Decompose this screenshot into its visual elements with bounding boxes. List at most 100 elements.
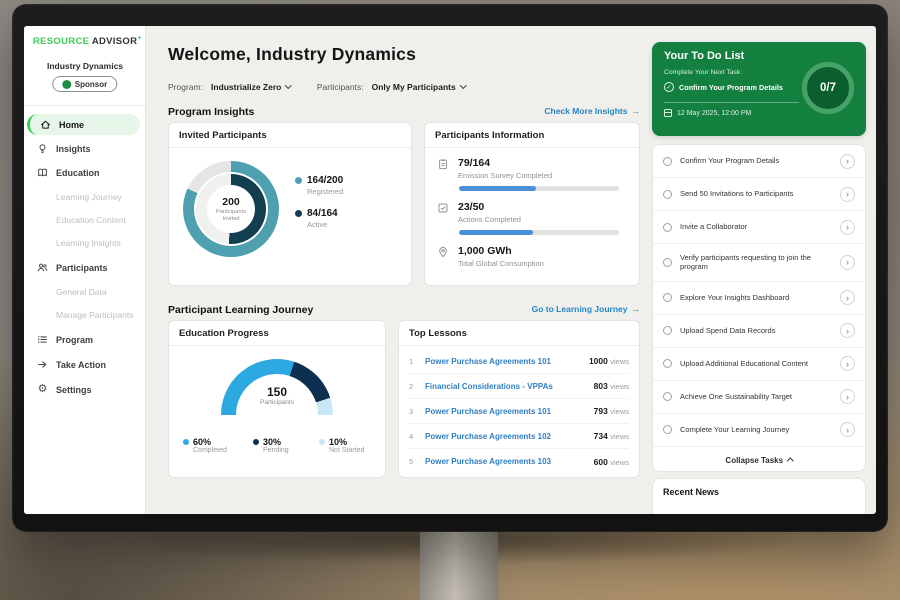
todo-title: Your To Do List [664, 50, 745, 62]
chevron-right-icon[interactable]: › [840, 219, 855, 235]
actions-progress-bar [459, 230, 619, 235]
lesson-views: 803 views [593, 381, 629, 391]
task-checkbox[interactable] [663, 326, 672, 335]
sidebar-item-home[interactable]: Home [27, 114, 140, 135]
lesson-link[interactable]: Power Purchase Agreements 101 [425, 406, 551, 416]
donut-legend: 164/200 Registered 84/164 Active [295, 175, 343, 241]
task-checkbox[interactable] [663, 222, 672, 232]
legend-dot [295, 177, 302, 184]
chevron-right-icon[interactable]: › [840, 153, 855, 169]
task-row-upload-spend-data[interactable]: Upload Spend Data Records › [653, 315, 865, 348]
sidebar-item-learning-insights[interactable]: Learning Insights [56, 237, 121, 248]
invited-donut-chart: 200 Participants Invited [183, 161, 279, 257]
survey-progress-bar [459, 186, 619, 191]
task-checkbox[interactable] [663, 189, 672, 199]
home-icon [39, 119, 52, 130]
lesson-link[interactable]: Financial Considerations - VPPAs [425, 381, 553, 391]
legend-active: 84/164 Active [295, 208, 343, 229]
go-to-learning-journey-link[interactable]: Go to Learning Journey → [531, 304, 640, 314]
program-filter-label: Program: [168, 82, 203, 92]
task-row-verify-participants[interactable]: Verify participants requesting to join t… [653, 244, 865, 282]
todo-subtitle: Complete Your Next Task: [664, 69, 743, 76]
donut-center-label: 200 Participants Invited [207, 185, 255, 233]
sidebar-item-learning-journey[interactable]: Learning Journey [56, 191, 122, 202]
task-row-explore-insights[interactable]: Explore Your Insights Dashboard › [653, 282, 865, 315]
lightbulb-icon [36, 143, 49, 154]
chevron-right-icon[interactable]: › [840, 290, 855, 305]
program-insights-heading: Program Insights [168, 106, 255, 118]
recent-news-heading: Recent News [663, 487, 720, 497]
lesson-views: 600 views [593, 456, 629, 467]
lesson-link[interactable]: Power Purchase Agreements 102 [425, 431, 551, 441]
lesson-row[interactable]: 2 Financial Considerations - VPPAs 803 v… [409, 374, 629, 399]
chevron-right-icon[interactable]: › [840, 422, 855, 437]
sidebar-item-program[interactable]: Program [24, 329, 146, 350]
lesson-row[interactable]: 4 Power Purchase Agreements 102 734 view… [409, 424, 629, 449]
task-row-confirm-program[interactable]: Confirm Your Program Details › [653, 145, 865, 178]
legend-registered: 164/200 Registered [295, 175, 343, 196]
task-row-achieve-target[interactable]: Achieve One Sustainability Target › [653, 381, 865, 414]
gear-icon: ⚙ [37, 383, 48, 395]
task-checkbox[interactable] [663, 293, 672, 302]
task-row-invite-collaborator[interactable]: Invite a Collaborator › [653, 211, 865, 244]
chevron-down-icon [285, 82, 292, 89]
sidebar-item-education-content[interactable]: Education Content [56, 214, 126, 225]
sidebar-item-take-action[interactable]: Take Action [24, 354, 146, 375]
task-row-complete-learning-journey[interactable]: Complete Your Learning Journey › [653, 414, 865, 447]
lesson-link[interactable]: Power Purchase Agreements 103 [425, 457, 551, 466]
lesson-views: 1000 views [588, 356, 629, 366]
filter-bar: Program: Industrialize Zero Participants… [168, 82, 483, 92]
sidebar-item-education[interactable]: Education [24, 162, 146, 183]
lesson-link[interactable]: Power Purchase Agreements 101 [425, 356, 551, 366]
sidebar-item-settings[interactable]: ⚙ Settings [37, 383, 92, 395]
chevron-right-icon[interactable]: › [840, 389, 855, 404]
info-row-survey: 79/164 Emission Survey Completed [437, 157, 552, 180]
todo-next-task[interactable]: ✓ Confirm Your Program Details [664, 82, 799, 92]
sidebar-item-general-data[interactable]: General Data [56, 286, 107, 297]
check-more-insights-link[interactable]: Check More Insights → [544, 106, 640, 116]
arrow-right-icon [36, 359, 49, 370]
sidebar-divider [24, 105, 146, 106]
chevron-right-icon[interactable]: › [840, 254, 855, 270]
checklist-icon [437, 201, 449, 224]
task-checkbox[interactable] [663, 257, 672, 267]
task-checkbox[interactable] [663, 359, 672, 368]
info-row-actions: 23/50 Actions Completed [437, 201, 521, 224]
lesson-row[interactable]: 3 Power Purchase Agreements 101 793 view… [409, 399, 629, 424]
chevron-right-icon[interactable]: › [840, 186, 855, 202]
legend-pending: 30% Pending [253, 437, 289, 454]
recent-news-card: Recent News [652, 478, 866, 514]
card-title: Education Progress [169, 321, 385, 346]
lesson-row[interactable]: 5 Power Purchase Agreements 103 600 view… [409, 456, 629, 467]
participants-filter-dropdown[interactable]: Only My Participants [372, 82, 467, 92]
participants-information-card: Participants Information 79/164 Emission … [424, 122, 640, 286]
chevron-right-icon[interactable]: › [840, 356, 855, 371]
people-icon [36, 262, 49, 273]
task-checkbox[interactable] [663, 425, 672, 434]
task-row-upload-educational-content[interactable]: Upload Additional Educational Content › [653, 348, 865, 381]
chevron-right-icon[interactable]: › [840, 323, 855, 338]
page-title: Welcome, Industry Dynamics [168, 44, 417, 64]
chevron-up-icon [787, 458, 794, 465]
sidebar-item-insights[interactable]: Insights [24, 138, 146, 159]
task-row-send-invitations[interactable]: Send 50 Invitations to Participants › [653, 178, 865, 211]
book-icon [36, 167, 49, 178]
card-title: Participants Information [425, 123, 639, 148]
todo-summary-card: Your To Do List Complete Your Next Task:… [652, 42, 866, 136]
sponsor-badge[interactable]: Sponsor [51, 76, 118, 92]
app-logo: RESOURCE ADVISOR+ [33, 35, 142, 48]
task-checkbox[interactable] [663, 156, 672, 166]
todo-due-date: 12 May 2025, 12:00 PM [664, 109, 751, 117]
learning-journey-heading: Participant Learning Journey [168, 304, 314, 316]
lesson-row[interactable]: 1 Power Purchase Agreements 101 1000 vie… [409, 349, 629, 374]
collapse-tasks-link[interactable]: Collapse Tasks [653, 447, 865, 465]
task-checkbox[interactable] [663, 392, 672, 401]
legend-not-started: 10% Not Started [319, 437, 364, 454]
card-title: Invited Participants [169, 123, 411, 148]
legend-completed: 60% Completed [183, 437, 227, 454]
lesson-views: 734 views [593, 431, 629, 441]
sidebar-item-participants[interactable]: Participants [24, 257, 146, 278]
program-filter-dropdown[interactable]: Industrialize Zero [211, 82, 292, 92]
todo-tasks-card: Confirm Your Program Details › Send 50 In… [652, 144, 866, 472]
sidebar-item-manage-participants[interactable]: Manage Participants [56, 309, 134, 320]
